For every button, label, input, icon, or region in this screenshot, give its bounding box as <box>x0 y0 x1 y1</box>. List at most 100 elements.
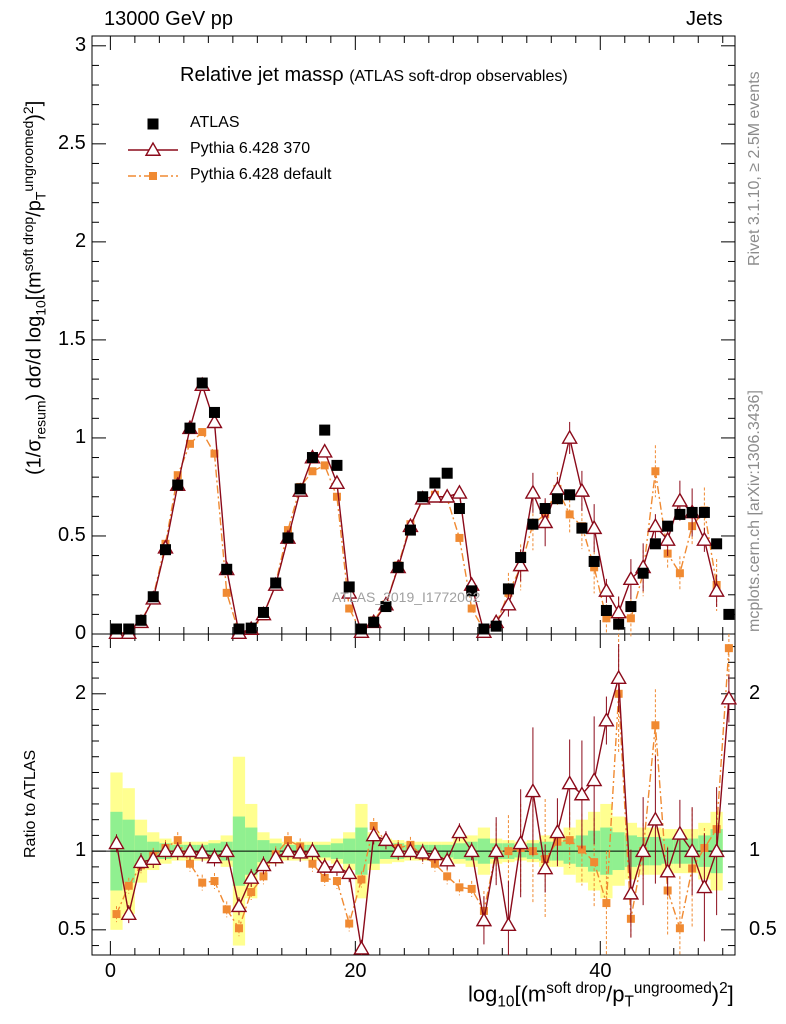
ratio-pythia-370-point <box>267 849 284 864</box>
atlas-point <box>662 520 674 532</box>
ratio-pythia-default-point <box>283 836 292 845</box>
ratio-y-tick-label: 0.5 <box>58 917 86 940</box>
plot-title: Relative jet massρ (ATLAS soft-drop obse… <box>180 64 568 87</box>
x-tick-label: 40 <box>589 960 612 982</box>
legend-p370-label: Pythia 6.428 370 <box>190 140 311 157</box>
pythia-370-point <box>451 484 468 499</box>
watermark: ATLAS_2019_I1772062 <box>332 589 481 605</box>
ratio-pythia-default-point <box>198 878 207 887</box>
y-tick-label: 2.5 <box>58 131 86 154</box>
atlas-point <box>625 601 637 613</box>
pythia-default-point <box>455 533 464 542</box>
atlas-point <box>502 583 514 595</box>
pythia-default-point <box>308 467 317 476</box>
atlas-point <box>441 467 453 479</box>
pythia-370-point <box>647 517 664 533</box>
pythia-370-point <box>659 531 676 546</box>
legend-atlas-marker <box>147 118 159 130</box>
atlas-point <box>527 518 539 530</box>
ratio-pythia-370-point <box>389 842 407 858</box>
pythia-default-point <box>222 588 231 597</box>
ratio-pythia-370-point <box>181 842 199 858</box>
ratio-pythia-370-point <box>230 897 248 913</box>
ratio-pythia-default-point <box>320 873 329 882</box>
y-tick-label: 3 <box>75 33 87 56</box>
ratio-pythia-370-point <box>316 858 333 873</box>
atlas-point <box>368 616 380 628</box>
title-sub: (ATLAS soft-drop observables) <box>349 68 568 85</box>
ratio-pythia-default-point <box>173 836 182 845</box>
pythia-370-point <box>708 582 725 597</box>
data-series <box>108 376 738 955</box>
pythia-default-point <box>173 471 182 480</box>
x-tick-label: 0 <box>104 960 116 982</box>
pythia-370-point <box>610 604 627 619</box>
atlas-point <box>319 424 331 436</box>
atlas-point <box>490 620 502 632</box>
ratio-pythia-default-point <box>332 877 341 886</box>
ratio-pythia-default-point <box>455 883 464 892</box>
y-tick-label: 1 <box>75 425 87 448</box>
ratio-pythia-370-point <box>206 849 223 864</box>
atlas-point <box>417 491 429 503</box>
ratio-pythia-370-point <box>598 712 615 727</box>
ratio-pythia-370-point <box>536 860 554 875</box>
ratio-pythia-370-point <box>647 811 664 826</box>
ratio-pythia-370-point <box>696 878 713 894</box>
ratio-pythia-370-point <box>292 844 309 859</box>
ratio-pythia-default-point <box>247 888 256 897</box>
ratio-pythia-370-point <box>634 842 652 858</box>
ratio-pythia-default-point <box>443 872 452 881</box>
ratio-pythia-370-point <box>438 852 456 867</box>
ratio-pythia-370-point <box>487 842 505 858</box>
ratio-pythia-default-point <box>565 836 574 845</box>
atlas-point <box>723 608 735 620</box>
axis-ticks <box>92 36 735 955</box>
atlas-point <box>306 452 318 464</box>
ratio-pythia-default-point <box>259 872 268 881</box>
ratio-pythia-370-point <box>328 858 346 873</box>
pythia-370-point <box>328 474 346 489</box>
pythia-370-point <box>561 429 578 444</box>
legend-atlas-label: ATLAS <box>190 114 240 131</box>
ratio-pythia-370-point <box>500 916 517 932</box>
ratio-pythia-370-point <box>402 842 419 858</box>
atlas-point <box>429 477 441 489</box>
legend-pdef-marker <box>149 172 157 180</box>
ratio-pythia-370-point <box>365 827 382 842</box>
pythia-default-point <box>345 604 354 613</box>
y-tick-label: 0 <box>75 622 87 644</box>
ratio-pythia-default-point <box>504 847 513 856</box>
atlas-point <box>711 538 723 550</box>
ratio-pythia-370-point <box>561 775 578 790</box>
atlas-point <box>221 563 233 575</box>
atlas-point <box>649 538 661 550</box>
ratio-pythia-default-point <box>602 899 611 908</box>
pythia-370-point <box>524 484 542 499</box>
ratio-pythia-default-point <box>210 877 219 886</box>
ratio-pythia-370-point <box>414 844 431 859</box>
atlas-point <box>453 503 465 515</box>
ratio-pythia-default-point <box>724 644 733 653</box>
legend-markers <box>128 118 178 180</box>
pythia-default-point <box>602 614 611 623</box>
ratio-pythia-default-point <box>345 919 354 928</box>
atlas-point <box>380 601 392 613</box>
ratio-pythia-370-point <box>145 850 162 865</box>
pythia-370-point <box>206 413 223 429</box>
pythia-370-point <box>500 596 517 611</box>
atlas-point <box>270 577 282 589</box>
pythia-370-point <box>585 519 603 535</box>
pythia-default-point <box>467 604 476 613</box>
ratio-pythia-370-point <box>549 823 566 839</box>
header-right: Jets <box>686 8 723 30</box>
atlas-point <box>147 591 159 603</box>
ratio-pythia-370-point <box>340 864 358 880</box>
pythia-default-point <box>565 510 574 519</box>
ratio-pythia-default-point <box>369 821 378 830</box>
mcplots-label: mcplots.cern.ch [arXiv:1306.3436] <box>746 390 763 632</box>
ratio-y-tick-label-right: 2 <box>749 681 761 704</box>
pythia-370-point <box>622 570 640 586</box>
main-frame <box>91 35 736 635</box>
atlas-point <box>478 623 490 635</box>
